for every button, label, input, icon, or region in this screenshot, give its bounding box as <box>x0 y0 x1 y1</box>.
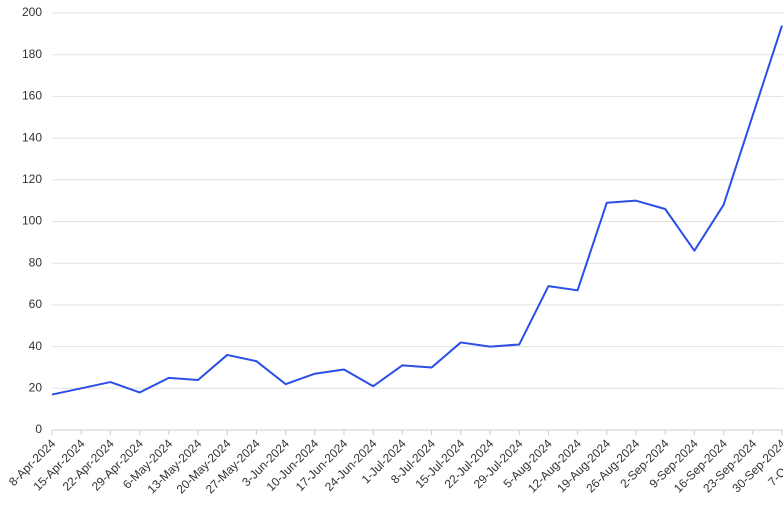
y-tick-label: 40 <box>29 339 43 353</box>
y-tick-label: 100 <box>22 214 42 228</box>
y-tick-label: 180 <box>22 47 42 61</box>
y-tick-label: 0 <box>35 422 42 436</box>
y-tick-label: 160 <box>22 89 42 103</box>
y-tick-label: 80 <box>29 255 43 269</box>
y-tick-label: 60 <box>29 297 43 311</box>
y-tick-label: 200 <box>22 5 42 19</box>
y-tick-label: 20 <box>29 380 43 394</box>
line-series <box>51 25 783 396</box>
y-tick-label: 140 <box>22 130 42 144</box>
y-tick-label: 120 <box>22 172 42 186</box>
